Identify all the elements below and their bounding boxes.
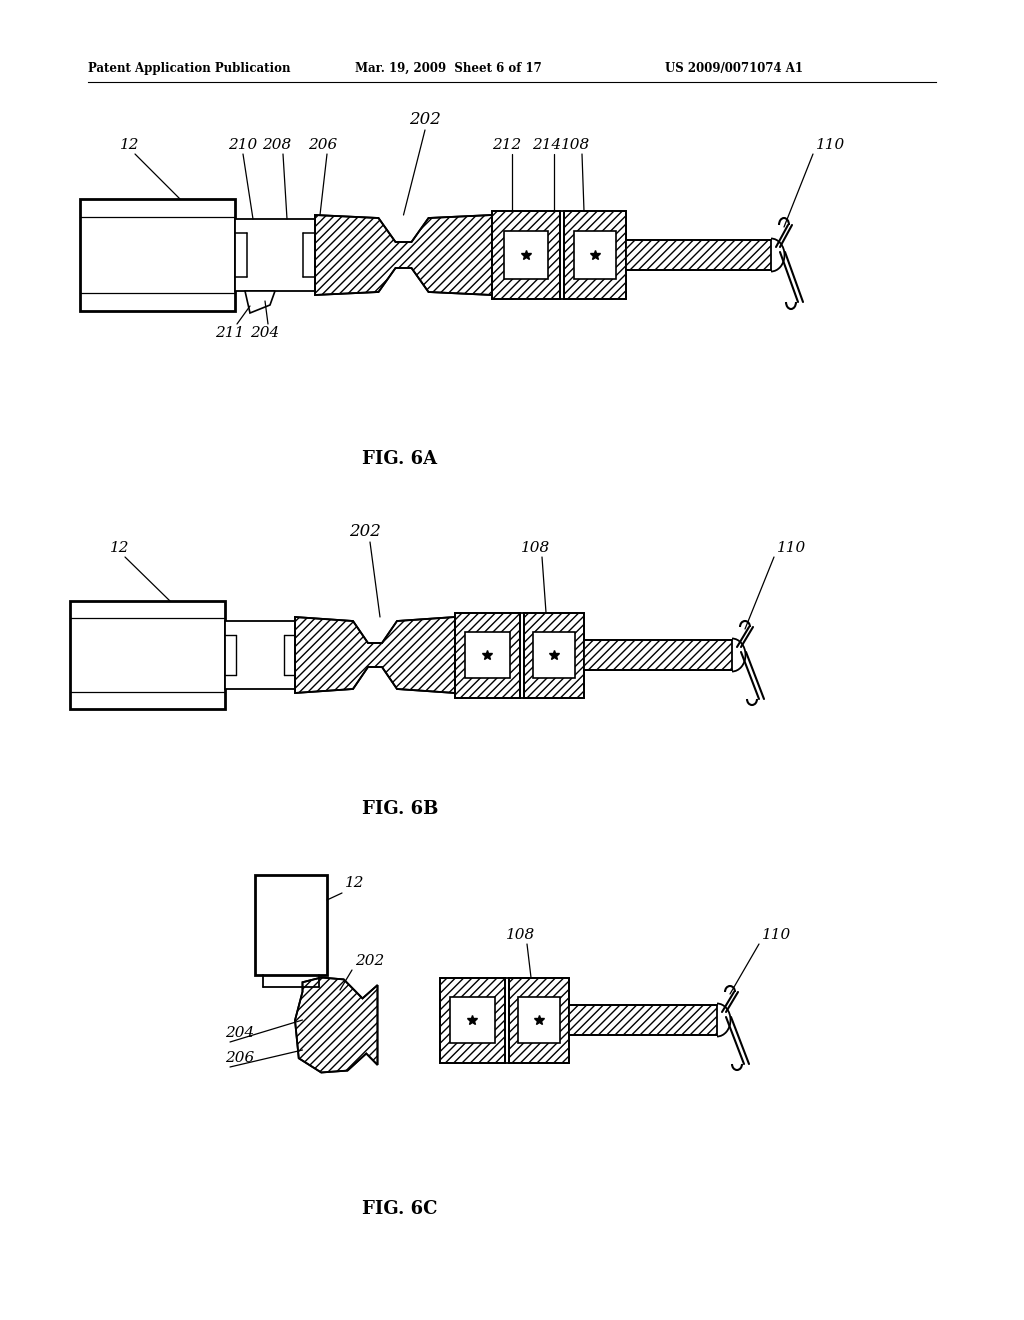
Polygon shape: [295, 978, 378, 1072]
Text: 208: 208: [262, 139, 292, 152]
Text: 204: 204: [225, 1026, 254, 1040]
Bar: [455, 612, 520, 697]
Text: 211: 211: [215, 326, 245, 341]
Text: 12: 12: [111, 541, 130, 554]
Text: 212: 212: [493, 139, 521, 152]
Bar: [70, 601, 225, 709]
Bar: [492, 211, 560, 300]
Text: 202: 202: [349, 523, 381, 540]
Text: 206: 206: [225, 1051, 254, 1065]
Text: 206: 206: [308, 139, 338, 152]
Text: 12: 12: [120, 139, 139, 152]
Text: 214: 214: [532, 139, 561, 152]
Bar: [509, 978, 569, 1063]
Text: FIG. 6B: FIG. 6B: [361, 800, 438, 818]
Text: 202: 202: [355, 954, 384, 968]
Bar: [455, 612, 520, 697]
Bar: [524, 612, 584, 697]
Text: Mar. 19, 2009  Sheet 6 of 17: Mar. 19, 2009 Sheet 6 of 17: [355, 62, 542, 75]
Bar: [569, 1005, 717, 1035]
Bar: [534, 632, 575, 678]
Text: 108: 108: [507, 928, 536, 942]
Bar: [234, 219, 315, 290]
Text: FIG. 6C: FIG. 6C: [362, 1200, 437, 1218]
Bar: [564, 211, 626, 300]
Bar: [504, 231, 548, 279]
Text: 108: 108: [521, 541, 551, 554]
Bar: [564, 211, 626, 300]
Bar: [450, 997, 495, 1043]
Bar: [626, 240, 771, 271]
Text: US 2009/0071074 A1: US 2009/0071074 A1: [665, 62, 803, 75]
Bar: [574, 231, 616, 279]
Text: 202: 202: [409, 111, 441, 128]
Polygon shape: [245, 290, 275, 313]
Text: 108: 108: [561, 139, 591, 152]
Text: 210: 210: [228, 139, 258, 152]
Bar: [440, 978, 505, 1063]
Bar: [440, 978, 505, 1063]
Text: 110: 110: [777, 541, 806, 554]
Bar: [584, 640, 732, 671]
Polygon shape: [315, 215, 492, 294]
Text: 110: 110: [816, 139, 845, 152]
Bar: [524, 612, 584, 697]
Bar: [509, 978, 569, 1063]
Text: Patent Application Publication: Patent Application Publication: [88, 62, 291, 75]
Bar: [518, 997, 560, 1043]
Bar: [80, 199, 234, 312]
Bar: [225, 620, 295, 689]
Text: 12: 12: [345, 876, 365, 890]
Text: FIG. 6A: FIG. 6A: [362, 450, 437, 469]
Text: 204: 204: [251, 326, 280, 341]
Bar: [465, 632, 510, 678]
Text: 110: 110: [762, 928, 792, 942]
Bar: [255, 875, 327, 975]
Polygon shape: [295, 616, 455, 693]
Bar: [492, 211, 560, 300]
